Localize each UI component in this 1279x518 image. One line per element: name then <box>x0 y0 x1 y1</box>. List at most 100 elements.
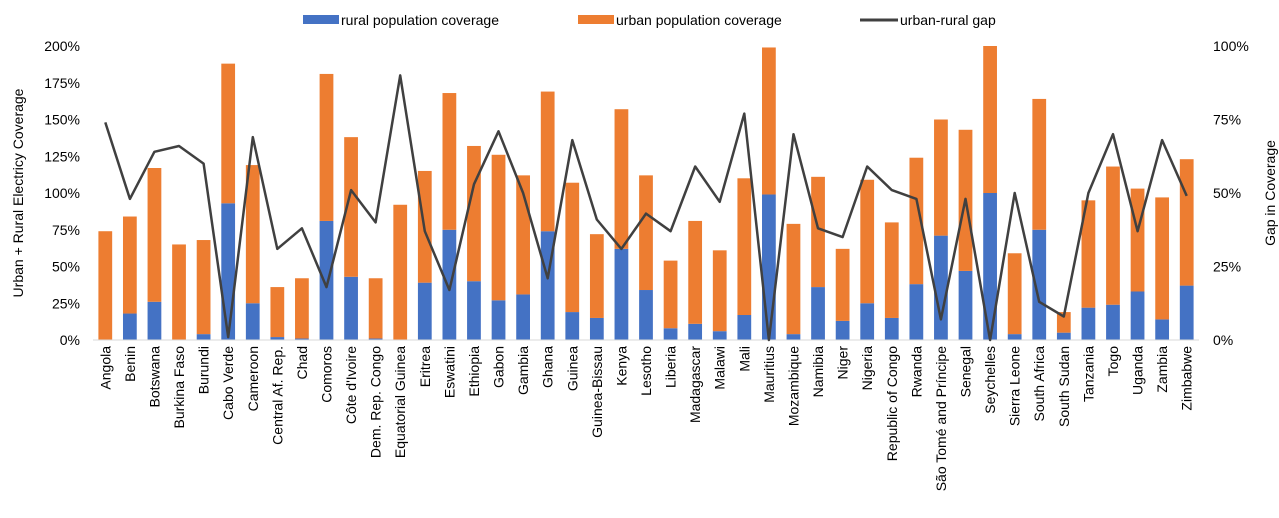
bar-rural <box>909 284 924 340</box>
bar-urban <box>589 234 604 318</box>
x-tick-label: Malawi <box>712 346 728 390</box>
x-tick-label: Chad <box>294 346 310 379</box>
x-tick-label: Senegal <box>958 346 974 397</box>
bar-rural <box>122 313 137 340</box>
x-tick-label: Angola <box>97 346 113 390</box>
x-tick-label: Côte d'Ivoire <box>343 346 359 424</box>
bar-rural <box>958 270 973 340</box>
bar-rural <box>639 290 653 340</box>
x-tick-label: Liberia <box>663 346 679 388</box>
bar-urban <box>737 178 752 316</box>
x-tick-label: Guinea-Bissau <box>589 346 605 438</box>
bar-rural <box>196 334 211 340</box>
bars <box>98 46 1194 340</box>
x-tick-label: Uganda <box>1130 346 1146 395</box>
x-tick-label: Tanzania <box>1080 346 1096 402</box>
bar-rural <box>270 337 285 340</box>
bar-urban <box>663 260 678 329</box>
x-tick-label: Cameroon <box>245 346 261 411</box>
bar-urban <box>1155 197 1170 320</box>
bar-rural <box>762 194 776 340</box>
x-tick-label: Mozambique <box>786 346 802 426</box>
bar-urban <box>368 278 383 339</box>
bar-rural <box>663 328 678 340</box>
x-tick-label: Burkina Faso <box>171 346 187 429</box>
bar-rural <box>245 303 260 340</box>
x-tick-label: Nigeria <box>859 346 875 391</box>
x-tick-label: Dem. Rep. Congo <box>368 346 384 458</box>
x-tick-label: South Africa <box>1031 346 1047 422</box>
bar-urban <box>467 145 481 282</box>
x-tick-label: Guinea <box>564 346 580 391</box>
x-tick-label: Ghana <box>540 346 556 388</box>
y-tick-label: 150% <box>44 112 80 128</box>
bar-urban <box>983 46 997 193</box>
x-tick-label: Burundi <box>196 346 212 394</box>
bar-urban <box>835 248 850 321</box>
x-axis: Angola Benin Botswana Burkina Faso Burundi Ca… <box>97 346 1194 492</box>
bar-urban <box>688 220 703 324</box>
y2-tick-label: 100% <box>1213 38 1249 54</box>
x-tick-label: Niger <box>835 346 851 380</box>
bar-urban <box>639 175 653 291</box>
bar-urban <box>270 287 285 338</box>
bar-urban <box>196 240 211 335</box>
x-tick-label: Central Af. Rep. <box>269 346 285 445</box>
x-tick-label: South Sudan <box>1056 346 1072 427</box>
bar-rural <box>737 315 752 340</box>
legend-label-gap: urban-rural gap <box>900 12 996 28</box>
x-tick-label: Equatorial Guinea <box>392 346 408 458</box>
bar-urban <box>860 179 875 304</box>
y2-axis: 0% 25% 50% 75% 100% <box>1213 38 1249 348</box>
bar-rural <box>1130 291 1145 340</box>
bar-rural <box>589 317 604 340</box>
bar-rural <box>884 317 899 340</box>
y-tick-label: 100% <box>44 185 80 201</box>
x-tick-label: Seychelles <box>982 346 998 414</box>
bar-urban <box>1179 159 1194 286</box>
bar-urban <box>712 250 727 332</box>
legend-swatch-urban <box>578 15 614 24</box>
x-tick-label: Comoros <box>319 346 335 403</box>
y-axis: 0% 25% 50% 75% 100% 125% 150% 175% 200% <box>44 38 80 348</box>
x-tick-label: São Tomé and Príncipe <box>933 346 949 491</box>
bar-urban <box>1056 312 1071 333</box>
x-tick-label: Cabo Verde <box>220 346 236 420</box>
x-tick-label: Eritrea <box>417 346 433 387</box>
bar-rural <box>368 338 383 340</box>
x-tick-label: Republic of Congo <box>884 346 900 461</box>
x-tick-label: Zimbabwe <box>1179 346 1195 411</box>
bar-urban <box>245 165 260 304</box>
bar-urban <box>786 223 801 335</box>
bar-rural <box>516 294 530 340</box>
bar-rural <box>712 331 727 340</box>
y2-axis-title: Gap in Coverage <box>1262 140 1278 246</box>
x-tick-label: Togo <box>1105 346 1121 377</box>
x-tick-label: Kenya <box>613 346 629 386</box>
bar-rural <box>1106 304 1120 340</box>
x-tick-label: Zambia <box>1154 346 1170 393</box>
x-tick-label: Gambia <box>515 346 531 395</box>
bar-urban <box>884 222 899 318</box>
bar-urban <box>1130 188 1145 292</box>
bar-rural <box>221 203 236 340</box>
bar-rural <box>811 287 825 340</box>
legend: rural population coverage urban populati… <box>303 12 996 28</box>
bar-urban <box>1007 253 1022 335</box>
bar-urban <box>762 47 776 195</box>
bar-rural <box>1007 334 1022 340</box>
bar-rural <box>295 338 309 340</box>
bar-rural <box>860 303 875 340</box>
bar-urban <box>147 168 162 302</box>
bar-rural <box>786 334 801 340</box>
x-tick-label: Namibia <box>810 346 826 398</box>
y-tick-label: 25% <box>52 295 80 311</box>
bar-rural <box>1032 229 1047 340</box>
y2-tick-label: 50% <box>1213 185 1241 201</box>
y2-tick-label: 0% <box>1213 332 1233 348</box>
legend-swatch-rural <box>303 15 339 24</box>
bar-urban <box>344 137 358 277</box>
bar-urban <box>442 93 457 230</box>
bar-urban <box>122 216 137 314</box>
